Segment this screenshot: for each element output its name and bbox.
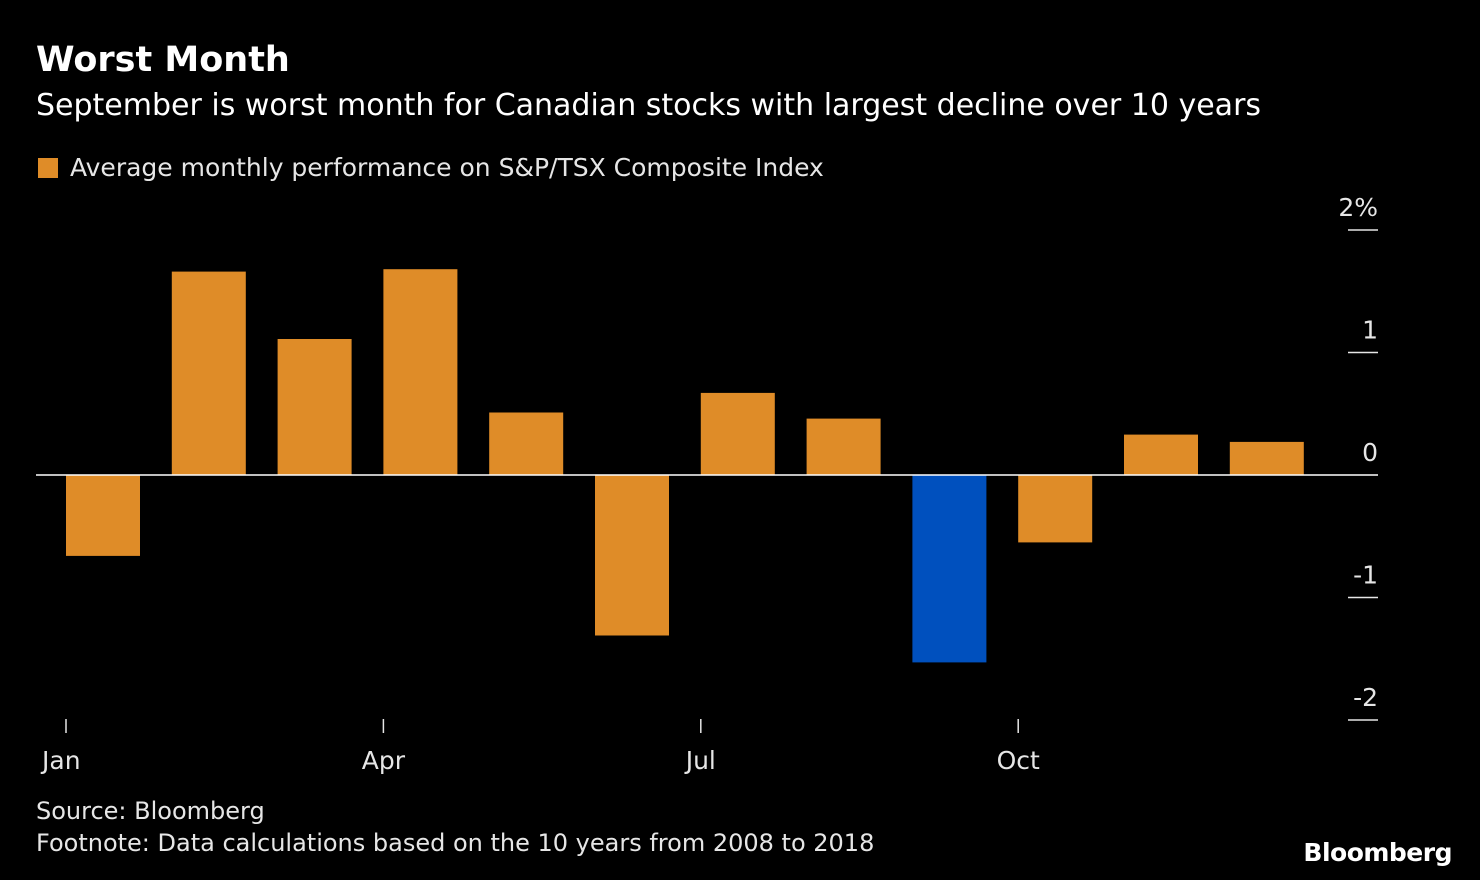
x-tick-label-jan: Jan <box>40 746 81 775</box>
y-axis: 2% 1 0 -1 -2 <box>1338 193 1378 721</box>
y-tick-label: 1 <box>1362 316 1378 345</box>
bar-feb <box>171 271 246 475</box>
bar-mar <box>277 339 352 475</box>
chart-title: Worst Month <box>36 40 290 80</box>
footnote: Footnote: Data calculations based on the… <box>36 829 875 857</box>
y-tick-label: -2 <box>1353 683 1378 712</box>
bar-jan <box>66 475 140 556</box>
bar-oct <box>1018 475 1093 543</box>
bar-jun <box>595 475 669 636</box>
bloomberg-logo: Bloomberg <box>1303 838 1452 867</box>
legend-swatch <box>38 157 58 178</box>
y-tick-label: -1 <box>1353 561 1378 590</box>
x-tick-label-oct: Oct <box>997 746 1040 775</box>
bar-nov <box>1124 434 1198 475</box>
x-axis: Jan Apr Jul Oct <box>40 719 1040 775</box>
legend-label: Average monthly performance on S&P/TSX C… <box>70 153 824 182</box>
bar-may <box>489 412 564 475</box>
bar-dec <box>1229 441 1304 475</box>
chart-legend: Average monthly performance on S&P/TSX C… <box>38 153 824 182</box>
x-tick-label-apr: Apr <box>362 746 406 775</box>
bar-jul <box>700 392 775 475</box>
y-tick-label: 2% <box>1338 193 1378 222</box>
source-note: Source: Bloomberg <box>36 797 265 825</box>
bars-group <box>66 269 1304 663</box>
x-tick-label-jul: Jul <box>684 746 716 775</box>
bar-aug <box>806 418 881 475</box>
chart-subtitle: September is worst month for Canadian st… <box>36 88 1262 123</box>
bar-sep <box>912 475 987 663</box>
bar-apr <box>383 269 458 475</box>
y-tick-label: 0 <box>1362 438 1378 467</box>
